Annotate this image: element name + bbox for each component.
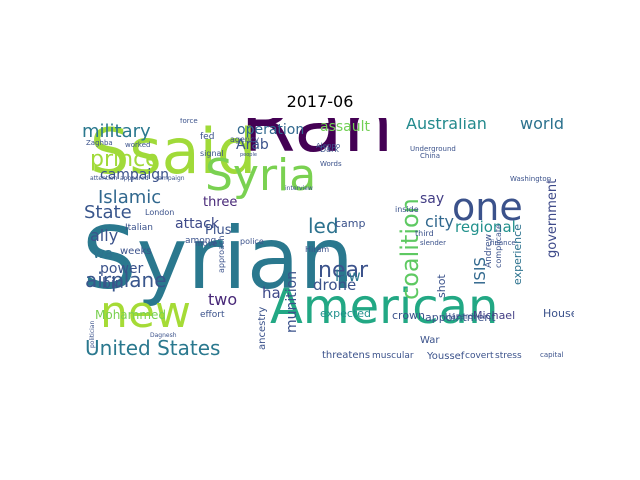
cloud-word: signal [200,149,224,158]
cloud-word: bin [102,276,124,292]
cloud-word: London [145,208,175,217]
cloud-word: American [270,279,499,335]
cloud-word: say [420,191,445,207]
cloud-word: prince [90,147,159,172]
cloud-word: House [543,307,574,320]
cloud-word: shot [435,274,448,298]
cloud-word: two [208,290,238,309]
cloud-word: interview [285,185,313,192]
cloud-word: regional [455,218,516,236]
cloud-word: threatens [322,350,371,361]
cloud-word: Italian [125,223,153,233]
cloud-word: power [100,261,144,277]
cloud-word: Australian [406,118,487,133]
cloud-word: Mohammed [95,308,167,322]
cloud-word: force [180,118,198,125]
cloud-word: campaign [155,175,185,182]
chart-title: 2017-06 [286,92,354,111]
cloud-word: stress [495,351,522,361]
cloud-word: operation [237,122,305,138]
cloud-word: Dagnesh [150,332,177,339]
cloud-word: three [203,195,238,210]
cloud-word: city [425,212,454,231]
cloud-word: world [520,118,565,133]
cloud-word: Zaghba [86,139,113,147]
cloud-word: wa [93,246,114,262]
cloud-word: among [185,236,217,246]
cloud-word: capital [540,351,564,359]
cloud-word: Hiram [305,245,330,254]
cloud-word: Dark [320,145,339,154]
cloud-word: Underground [410,145,456,153]
word-cloud: Syrian Ran Ssaid American new Syria one United … [80,118,574,364]
cloud-word: appeared [120,175,149,182]
cloud-word: State [84,202,132,223]
cloud-word: muscular [372,351,414,361]
cloud-word: Words [320,160,342,168]
cloud-word: appointment [425,311,496,324]
cloud-word: expected [320,307,371,320]
cloud-word: new [100,287,191,338]
cloud-word: China [420,152,440,160]
cloud-word: attention [90,175,118,182]
cloud-word: one [452,185,523,229]
cloud-word: slender [420,239,446,247]
cloud-word: near [318,258,369,283]
cloud-word: led [308,214,339,238]
cloud-word: Islamic [98,187,162,208]
cloud-word: fed [200,132,215,142]
cloud-word: effort [200,310,225,320]
cloud-word: Aleppo [316,142,341,150]
cloud-word: munition [284,270,300,333]
cloud-word: experience [511,224,524,285]
cloud-word: Washington [510,175,552,183]
cloud-word: Plus [205,223,232,238]
cloud-word: assault [320,119,370,135]
cloud-word: airplane [85,268,167,292]
cloud-word: ally [90,226,119,245]
cloud-word: military [82,121,151,142]
cloud-word: campaign [100,167,170,183]
cloud-word: attack [175,216,219,232]
cloud-word: Hazard [445,312,474,321]
cloud-word: Syrian [82,209,354,309]
cloud-word: law [335,267,361,285]
cloud-word: weeks [120,246,152,257]
cloud-word: War [420,335,440,346]
cloud-word: drone [313,276,357,294]
cloud-word: third [415,229,434,238]
cloud-word: Ran [240,118,394,170]
cloud-word: politician [89,320,96,348]
cloud-word: inside [395,205,419,214]
cloud-word: Ssaid [90,118,257,188]
cloud-word: move [195,239,218,248]
cloud-word: police [240,237,264,246]
cloud-word: Michael [473,309,516,322]
cloud-word: ancestry [257,306,268,350]
cloud-word: agency [230,135,260,144]
cloud-word: worked [125,141,151,149]
cloud-word: government [545,178,560,258]
cloud-word: crown [392,309,426,322]
cloud-word: people [240,152,257,158]
cloud-word: Youssef [427,351,465,362]
cloud-word: camp [335,217,366,230]
cloud-word: Syria [205,150,317,201]
cloud-word: covert [465,351,494,361]
cloud-word: ha [262,284,281,302]
cloud-word: United States [85,336,221,360]
cloud-word: approach [217,235,226,273]
cloud-word: Arab [236,137,269,153]
cloud-word: finance [490,239,516,247]
